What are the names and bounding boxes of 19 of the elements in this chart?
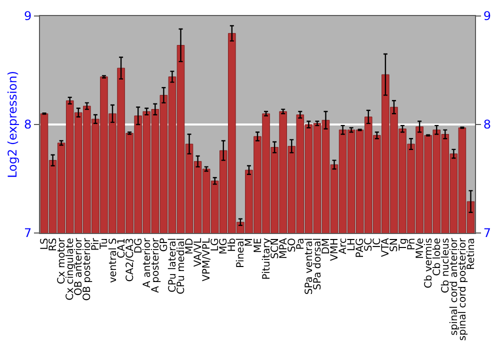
- y2-tick-label: 8: [483, 118, 492, 132]
- x-tick-label: spinal cord posterior: [457, 237, 468, 341]
- y-tick-label: 7: [24, 226, 32, 240]
- x-tick-label: DG: [133, 238, 144, 254]
- x-tick-label: Pituitary: [261, 238, 272, 280]
- y2-tick-label: 9: [483, 9, 492, 24]
- x-tick-label: Cb lobe: [432, 238, 443, 276]
- x-tick-label: Tg: [398, 238, 409, 252]
- x-tick-label: Pa: [295, 238, 306, 250]
- y-axis-title: Log2 (expression): [5, 71, 20, 178]
- y-tick-label: 8: [24, 118, 32, 132]
- x-tick-label: GP: [158, 238, 170, 252]
- x-tick-label: Retina: [466, 238, 477, 270]
- y2-tick-label: 7: [483, 226, 492, 240]
- x-tick-label: OB posterior: [82, 237, 94, 301]
- x-tick-label: MVe: [414, 238, 426, 259]
- y-tick-label: 9: [24, 9, 32, 24]
- x-tick-label: A posterior: [150, 237, 162, 293]
- x-tick-label: ME: [252, 238, 264, 253]
